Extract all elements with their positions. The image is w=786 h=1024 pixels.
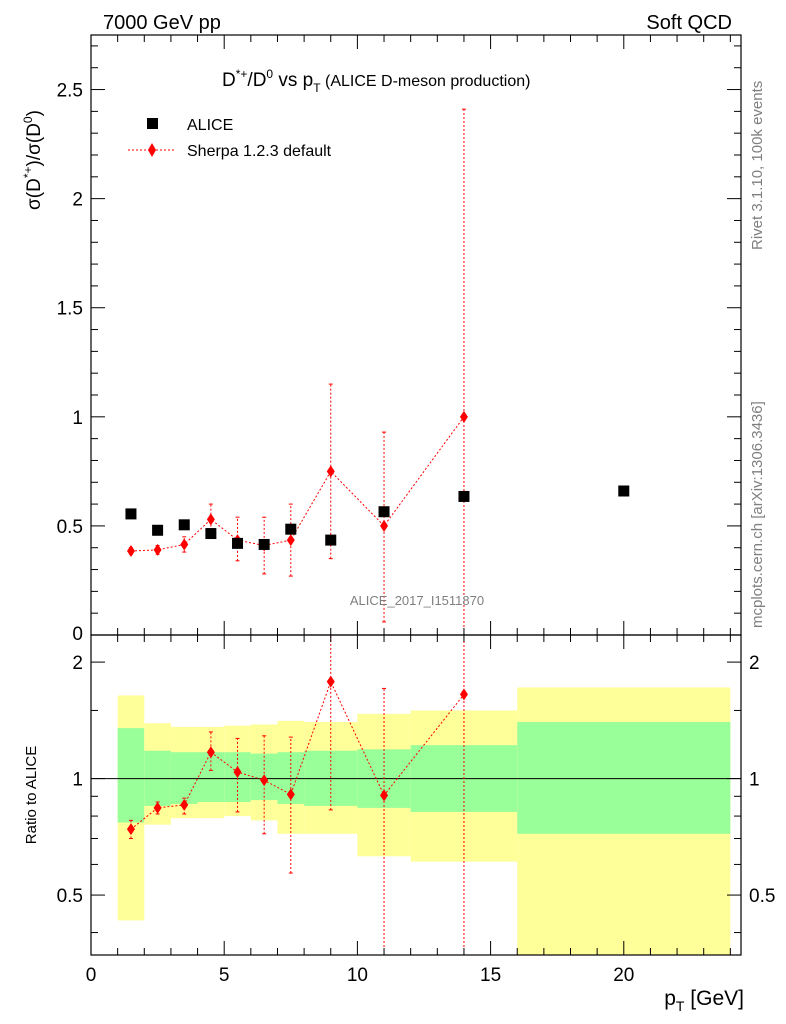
y-tick-label-zero: 0 xyxy=(72,624,83,645)
mcplots-label: mcplots.cern.ch [arXiv:1306.3436] xyxy=(749,401,766,628)
sherpa-point xyxy=(326,465,335,478)
x-axis-label: pT [GeV] xyxy=(664,987,744,1014)
sherpa-ratio-point xyxy=(126,823,135,836)
alice-point xyxy=(178,519,190,531)
sherpa-ratio-point xyxy=(233,765,242,778)
main-plot-data xyxy=(125,108,630,636)
y-tick-label: 2 xyxy=(72,190,83,211)
alice-point xyxy=(232,537,244,549)
x-tick-label: 0 xyxy=(86,965,97,986)
ratio-y-tick-label-left: 1 xyxy=(72,770,83,791)
alice-point xyxy=(125,508,137,520)
sherpa-point xyxy=(206,513,215,526)
sherpa-point xyxy=(153,543,162,556)
process-label: Soft QCD xyxy=(646,12,732,34)
uncertainty-band-green xyxy=(517,722,731,834)
legend-alice-marker xyxy=(147,118,158,129)
sherpa-ratio-point xyxy=(206,746,215,759)
alice-point xyxy=(258,538,270,550)
uncertainty-band-green xyxy=(117,728,145,823)
x-tick-label: 15 xyxy=(480,965,501,986)
x-tick-label: 5 xyxy=(219,965,230,986)
sherpa-ratio-point xyxy=(260,774,269,787)
legend-sherpa-label: Sherpa 1.2.3 default xyxy=(187,143,332,160)
ratio-y-tick-label-right: 1 xyxy=(749,770,760,791)
ratio-plot-y-label: Ratio to ALICE xyxy=(23,746,40,844)
ratio-plot-panel: 0.5 0.51 12 20 5 10 15 20 Ratio to ALICE pT [Ge… xyxy=(23,634,775,1014)
y-tick-label: 1.5 xyxy=(57,299,83,320)
legend-sherpa-marker xyxy=(148,143,156,157)
alice-point xyxy=(285,523,297,535)
sherpa-ratio-point xyxy=(326,675,335,688)
sherpa-point xyxy=(180,538,189,551)
x-tick-label: 20 xyxy=(613,965,634,986)
alice-point xyxy=(325,534,337,546)
ratio-plot-data xyxy=(91,634,741,956)
sherpa-ratio-point xyxy=(286,788,295,801)
analysis-id-watermark: ALICE_2017_I1511870 xyxy=(350,593,484,608)
energy-label: 7000 GeV pp xyxy=(103,12,221,34)
ratio-y-tick-label-right: 0.5 xyxy=(749,886,775,907)
main-plot-y-label: σ(D*+)/σ(D0) xyxy=(21,110,45,210)
y-tick-label: 0.5 xyxy=(57,517,83,538)
sherpa-point xyxy=(380,519,389,532)
sherpa-ratio-point xyxy=(459,688,468,701)
sherpa-ratio-line xyxy=(130,680,465,830)
alice-point xyxy=(205,528,217,540)
ratio-y-tick-label-right: 2 xyxy=(749,653,760,674)
ratio-plot-frame xyxy=(90,634,742,956)
ratio-y-tick-label-left: 2 xyxy=(72,653,83,674)
y-tick-label: 2.5 xyxy=(57,81,83,102)
main-plot-title: D*+/D0 vs pT (ALICE D-meson production) xyxy=(222,67,530,95)
uncertainty-band-green xyxy=(197,752,225,802)
sherpa-point xyxy=(286,534,295,547)
alice-point xyxy=(378,506,390,518)
sherpa-point xyxy=(126,545,135,557)
alice-point xyxy=(458,490,470,502)
uncertainty-band-green xyxy=(170,752,198,804)
y-tick-label: 1 xyxy=(72,408,83,429)
legend: ALICE Sherpa 1.2.3 default xyxy=(128,117,332,160)
sherpa-ratio-point xyxy=(180,798,189,811)
x-tick-label: 10 xyxy=(347,965,368,986)
alice-point xyxy=(152,524,164,536)
main-plot-panel: 0.5 1 1.5 2 2.5 0 ALICE_2017_I1511870 D*+/D0 … xyxy=(21,34,742,645)
sherpa-ratio-point xyxy=(380,789,389,802)
rivet-version-label: Rivet 3.1.10, 100k events xyxy=(749,81,766,250)
sherpa-line xyxy=(130,416,465,552)
ratio-y-tick-label-left: 0.5 xyxy=(57,886,83,907)
main-plot-ticks: 0.5 1 1.5 2 2.5 0 xyxy=(57,35,741,645)
legend-alice-label: ALICE xyxy=(187,117,233,134)
alice-point xyxy=(618,485,630,497)
sherpa-point xyxy=(459,410,468,423)
ratio-plot-ticks: 0.5 0.51 12 20 5 10 15 20 xyxy=(57,635,775,986)
sherpa-ratio-point xyxy=(153,801,162,814)
